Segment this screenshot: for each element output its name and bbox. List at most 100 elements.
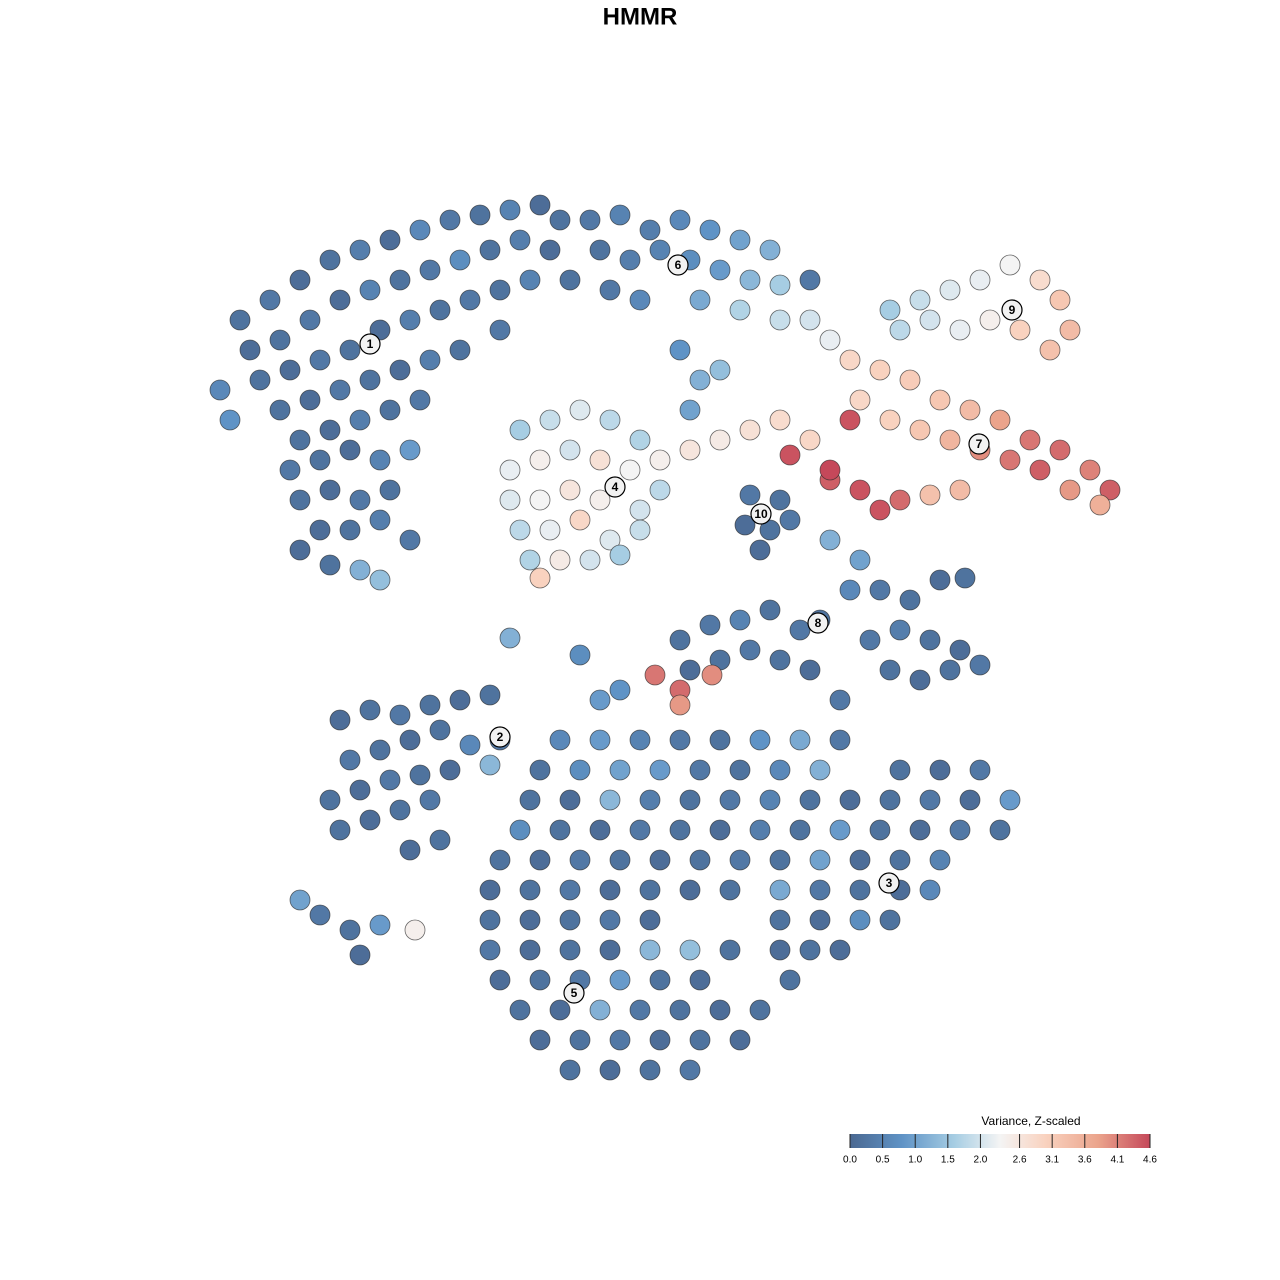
data-point — [679, 439, 701, 461]
data-point — [799, 939, 821, 961]
data-point — [409, 764, 431, 786]
data-point — [839, 349, 861, 371]
data-point — [709, 819, 731, 841]
data-point — [519, 269, 541, 291]
data-point — [769, 409, 791, 431]
data-point — [369, 739, 391, 761]
points-layer — [209, 194, 1121, 1081]
data-point — [954, 567, 976, 589]
data-point — [1059, 479, 1081, 501]
data-point — [249, 369, 271, 391]
data-point — [929, 389, 951, 411]
data-point — [559, 1059, 581, 1081]
data-point — [729, 849, 751, 871]
data-point — [979, 309, 1001, 331]
cluster-label-badge — [667, 254, 689, 276]
data-point — [639, 879, 661, 901]
data-point — [499, 199, 521, 221]
data-point — [1039, 339, 1061, 361]
data-point — [369, 449, 391, 471]
cluster-label-badge — [878, 872, 900, 894]
data-point — [689, 849, 711, 871]
data-point — [769, 879, 791, 901]
data-point — [389, 359, 411, 381]
data-point — [999, 449, 1021, 471]
colorbar-tick-label: 2.6 — [1013, 1155, 1027, 1166]
data-point — [989, 409, 1011, 431]
data-point — [719, 789, 741, 811]
data-point — [929, 569, 951, 591]
data-point — [349, 559, 371, 581]
data-point — [769, 909, 791, 931]
data-point — [609, 679, 631, 701]
data-point — [319, 419, 341, 441]
data-point — [579, 209, 601, 231]
data-point — [519, 909, 541, 931]
data-point — [749, 729, 771, 751]
colorbar-title: Variance, Z-scaled — [981, 1114, 1080, 1128]
data-point — [569, 759, 591, 781]
data-point — [829, 939, 851, 961]
data-point — [749, 819, 771, 841]
data-point — [499, 459, 521, 481]
data-point — [669, 339, 691, 361]
data-point — [629, 289, 651, 311]
data-point — [719, 939, 741, 961]
data-point — [869, 819, 891, 841]
data-point — [949, 479, 971, 501]
data-point — [799, 309, 821, 331]
data-point — [839, 579, 861, 601]
data-point — [479, 879, 501, 901]
cluster-label: 7 — [976, 437, 983, 451]
data-point — [769, 759, 791, 781]
data-point — [999, 789, 1021, 811]
data-point — [789, 729, 811, 751]
cluster-label: 6 — [675, 258, 682, 272]
data-point — [789, 619, 811, 641]
cluster-label: 10 — [754, 507, 768, 521]
data-point — [919, 309, 941, 331]
data-point — [599, 789, 621, 811]
data-point — [479, 239, 501, 261]
data-point — [729, 1029, 751, 1051]
data-point — [449, 689, 471, 711]
data-point — [599, 879, 621, 901]
data-point — [719, 879, 741, 901]
data-point — [459, 734, 481, 756]
data-point — [389, 704, 411, 726]
data-point — [779, 444, 801, 466]
data-point — [799, 789, 821, 811]
data-point — [569, 1029, 591, 1051]
data-point — [669, 819, 691, 841]
data-point — [909, 289, 931, 311]
data-point — [889, 489, 911, 511]
cluster-label: 5 — [571, 986, 578, 1000]
data-point — [649, 449, 671, 471]
data-point — [749, 999, 771, 1021]
data-point — [479, 754, 501, 776]
data-point — [319, 789, 341, 811]
data-point — [869, 499, 891, 521]
data-point — [609, 969, 631, 991]
data-point — [899, 589, 921, 611]
data-point — [679, 939, 701, 961]
data-point — [609, 544, 631, 566]
data-point — [569, 399, 591, 421]
data-point — [789, 819, 811, 841]
data-point — [439, 209, 461, 231]
data-point — [519, 939, 541, 961]
cluster-label: 1 — [367, 337, 374, 351]
data-point — [579, 549, 601, 571]
data-point — [599, 1059, 621, 1081]
data-point — [1009, 319, 1031, 341]
data-point — [569, 849, 591, 871]
data-point — [969, 269, 991, 291]
data-point — [369, 914, 391, 936]
data-point — [809, 759, 831, 781]
chart-title: HMMR — [603, 3, 678, 30]
data-point — [329, 819, 351, 841]
colorbar-tick-label: 3.6 — [1078, 1155, 1092, 1166]
colorbar-tick-label: 3.1 — [1045, 1155, 1059, 1166]
data-point — [629, 429, 651, 451]
data-point — [559, 479, 581, 501]
